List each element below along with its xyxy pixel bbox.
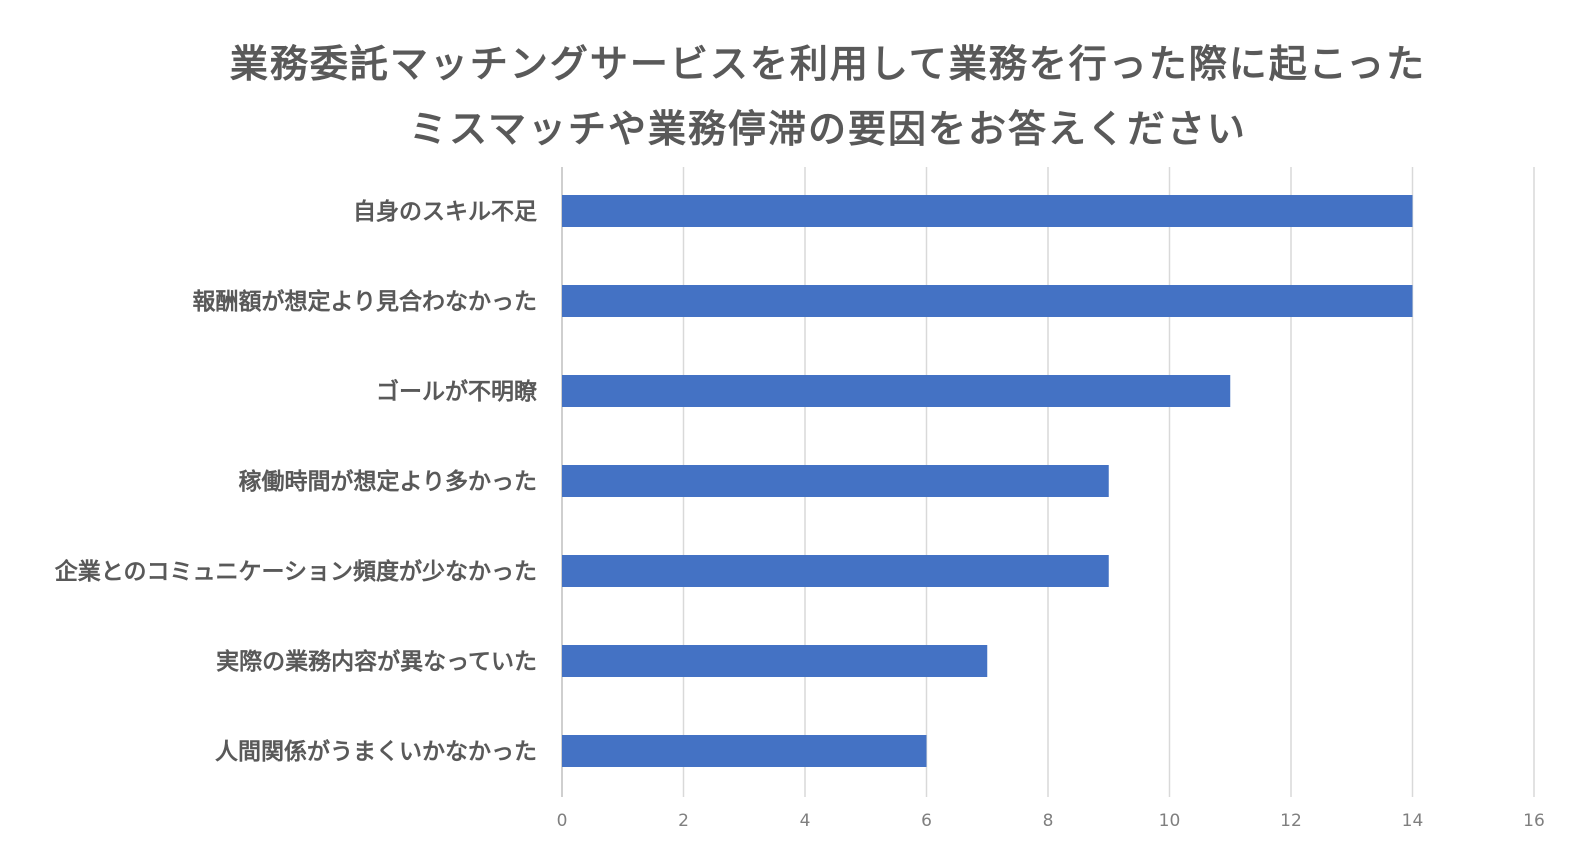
x-tick-label: 12 <box>1280 811 1302 831</box>
bar <box>562 195 1413 227</box>
x-tick-label: 10 <box>1159 811 1181 831</box>
category-label: 報酬額が想定より見合わなかった <box>192 288 537 315</box>
bar <box>562 645 988 677</box>
category-label: 稼働時間が想定より多かった <box>238 468 537 495</box>
x-tick-label: 0 <box>557 811 568 831</box>
category-label: 自身のスキル不足 <box>353 198 537 225</box>
bar <box>562 285 1413 317</box>
chart-title-line-1: 業務委託マッチングサービスを利用して業務を行った際に起こった <box>229 42 1427 86</box>
x-tick-label: 16 <box>1523 811 1545 831</box>
category-label: 人間関係がうまくいかなかった <box>215 738 537 765</box>
x-tick-label: 2 <box>678 811 689 831</box>
x-tick-label: 4 <box>800 811 811 831</box>
bar <box>562 375 1231 407</box>
category-label: ゴールが不明瞭 <box>376 378 538 405</box>
bar <box>562 465 1109 497</box>
category-label: 実際の業務内容が異なっていた <box>216 648 537 675</box>
bar <box>562 735 927 767</box>
x-tick-label: 8 <box>1043 811 1054 831</box>
x-tick-label: 6 <box>921 811 932 831</box>
x-tick-label: 14 <box>1402 811 1424 831</box>
category-label: 企業とのコミュニケーション頻度が少なかった <box>54 558 537 585</box>
chart-title-line-2: ミスマッチや業務停滞の要因をお答えください <box>409 107 1247 151</box>
bar <box>562 555 1109 587</box>
